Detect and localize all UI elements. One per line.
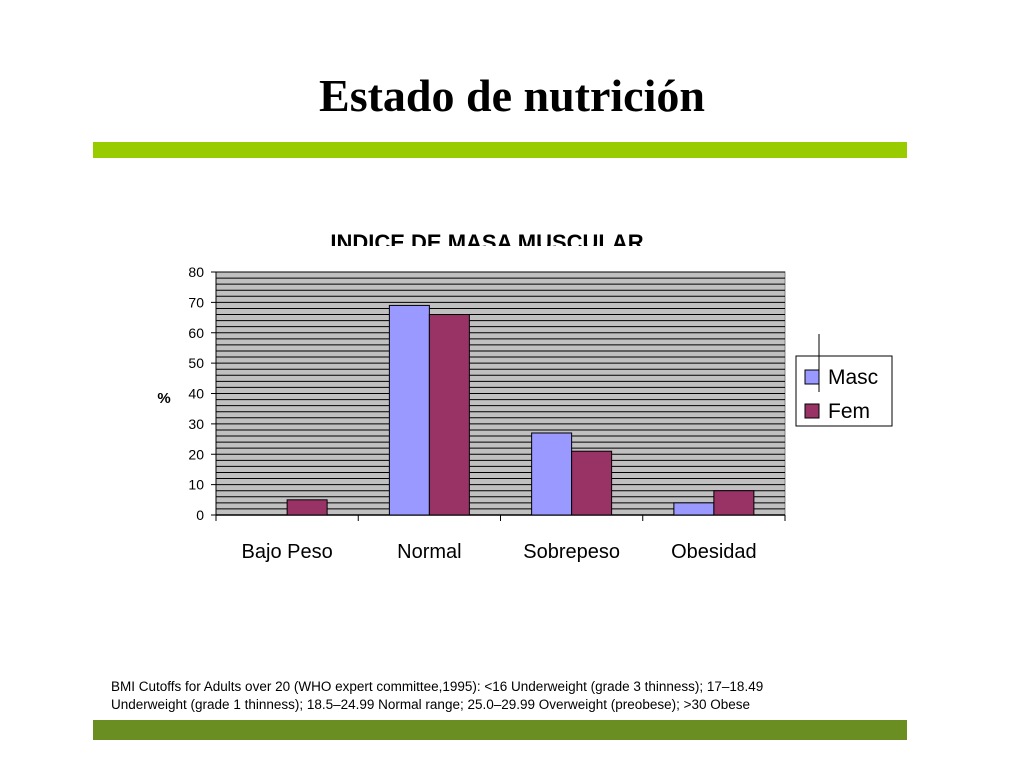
bar-masc — [388, 304, 430, 516]
x-tick-label: Obesidad — [671, 541, 757, 563]
y-tick-label: 70 — [188, 294, 204, 310]
legend-swatch-fem — [804, 403, 820, 419]
y-tick-label: 30 — [188, 416, 204, 432]
legend-swatch-masc — [804, 369, 820, 385]
y-tick-label: 50 — [188, 355, 204, 371]
footnote-line-2: Underweight (grade 1 thinness); 18.5–24.… — [111, 697, 751, 712]
slide-title: Estado de nutrición — [319, 70, 705, 121]
legend-label-fem: Fem — [828, 400, 870, 423]
footnote-line-1: BMI Cutoffs for Adults over 20 (WHO expe… — [111, 679, 764, 694]
y-tick-label: 10 — [188, 477, 204, 493]
chart-title-clip: INDICE DE MASA MUSCULAR — [200, 226, 774, 246]
y-tick-label: 0 — [196, 507, 204, 523]
y-tick-label: 80 — [188, 264, 204, 280]
y-tick-label: 40 — [188, 386, 204, 402]
bottom-accent-bar — [93, 720, 907, 740]
bar-fem — [428, 314, 470, 516]
chart-title: INDICE DE MASA MUSCULAR — [330, 230, 644, 246]
y-tick-label: 60 — [188, 325, 204, 341]
bar-fem — [571, 450, 613, 516]
bar-fem — [286, 499, 328, 516]
bar-fem — [713, 490, 755, 516]
bar-masc — [673, 502, 715, 516]
bar-masc — [531, 432, 573, 516]
y-tick-label: 20 — [188, 446, 204, 462]
legend-label-masc: Masc — [828, 366, 878, 389]
footnote: BMI Cutoffs for Adults over 20 (WHO expe… — [111, 678, 911, 714]
x-tick-label: Bajo Peso — [242, 541, 333, 563]
top-accent-bar — [93, 142, 907, 158]
x-tick-label: Sobrepeso — [523, 541, 620, 563]
x-tick-label: Normal — [397, 541, 461, 563]
y-axis-label: % — [157, 390, 170, 407]
